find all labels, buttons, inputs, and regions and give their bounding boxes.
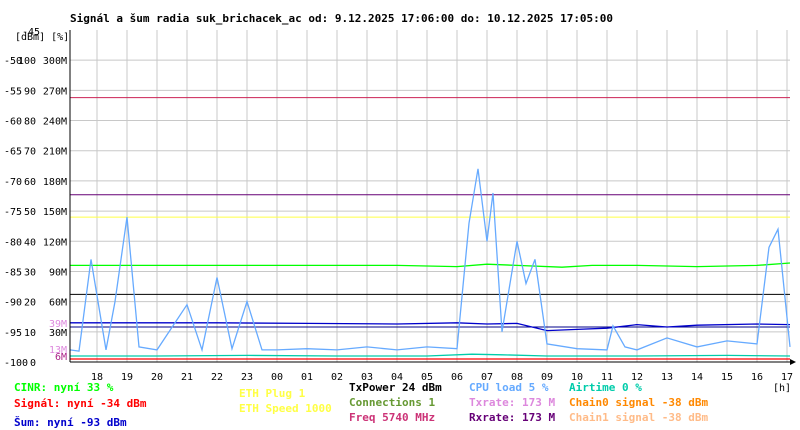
x-tick-label: 11 [601,372,613,383]
x-tick-label: 15 [721,372,733,383]
x-tick-label: 19 [121,372,133,383]
legend-connections: Connections 1 [349,396,436,409]
y-tick-rate: 150M [43,207,67,218]
x-tick-label: 13 [661,372,673,383]
y-tick-rate: 210M [43,147,67,158]
y-tick-pct: 90 [24,86,36,97]
y-tick-pct: 100 [18,56,36,67]
x-tick-label: 04 [391,372,403,383]
x-tick-label: 03 [361,372,373,383]
x-tick-label: 07 [481,372,493,383]
legend-freq: Freq 5740 MHz [349,411,436,424]
x-tick-label: 22 [211,372,223,383]
y-tick-rate: 270M [43,86,67,97]
x-tick-label: 05 [421,372,433,383]
y-tick-dbm: -95 [4,328,22,339]
corner-label: -45 [22,27,40,38]
legend-chain1: Chain1 signal -38 dBm [569,411,709,424]
y-tick-dbm: -55 [4,86,22,97]
x-tick-label: 21 [181,372,193,383]
y-tick-rate: 60M [49,298,67,309]
y-tick-dbm: -65 [4,147,22,158]
legend-txrate: Txrate: 173 M [469,396,556,409]
x-tick-label: 06 [451,372,463,383]
y-tick-dbm: -80 [4,237,22,248]
y-tick-rate: 30M [49,328,67,339]
y-tick-rate: 90M [49,267,67,278]
legend-rxrate: Rxrate: 173 M [469,411,556,424]
y-tick-dbm: -75 [4,207,22,218]
y-tick-pct: 30 [24,267,36,278]
legend-txpower: TxPower 24 dBm [349,381,442,394]
y-tick-pct: 0 [30,358,36,369]
series-cinr [70,262,791,268]
rate-marker-label: 39M [49,319,67,330]
y-tick-dbm: -100 [4,358,28,369]
y-tick-pct: 80 [24,117,36,128]
y-tick-pct: 60 [24,177,36,188]
x-tick-label: 02 [331,372,343,383]
y-tick-rate: 240M [43,117,67,128]
axes [69,30,796,365]
y-tick-rate: 180M [43,177,67,188]
y-tick-dbm: -50 [4,56,22,67]
y-tick-dbm: -85 [4,267,22,278]
x-tick-label: 14 [691,372,703,383]
rate-marker-label: 6M [55,352,67,363]
series-airtime [70,353,791,357]
x-tick-label: 09 [541,372,553,383]
y-tick-pct: 50 [24,207,36,218]
x-tick-label: 16 [751,372,763,383]
x-tick-label: 00 [271,372,283,383]
series-lines [69,168,791,360]
y-tick-rate: 120M [43,237,67,248]
legend-eth-speed: ETH Speed 1000 [239,402,332,415]
y-tick-pct: 10 [24,328,36,339]
x-tick-label: 20 [151,372,163,383]
rate-marker-label: 13M [49,345,67,356]
y-tick-dbm: -60 [4,117,22,128]
x-tick-label: 10 [571,372,583,383]
y-tick-pct: 20 [24,298,36,309]
y-units-label: [dBm] [%] [15,32,69,43]
x-tick-label: 08 [511,372,523,383]
chart-title: Signál a šum radia suk_brichacek_ac od: … [70,12,613,25]
y-tick-pct: 70 [24,147,36,158]
legend-signal: Signál: nyní -34 dBm [14,397,147,410]
x-tick-label: 12 [631,372,643,383]
x-tick-label: 17 [781,372,793,383]
x-tick-label: 01 [301,372,313,383]
x-units-label: [h] [773,383,791,394]
reference-lines [70,97,790,328]
x-axis-labels: 18 19 20 21 22 23 00 01 02 03 04 05 06 07 08 09 10 11 12 13… [91,372,793,383]
x-tick-label: 18 [91,372,103,383]
y-tick-rate: 300M [43,56,67,67]
legend-cinr: CINR: nyní 33 % [14,381,114,394]
y-tick-dbm: -90 [4,298,22,309]
y-tick-dbm: -70 [4,177,22,188]
y-tick-pct: 40 [24,237,36,248]
legend-cpu-load: CPU load 5 % [469,381,549,394]
series--um [70,322,791,332]
series-cpu-load [69,168,791,353]
x-axis-arrow [790,359,796,365]
x-tick-label: 23 [241,372,253,383]
grid [70,30,790,363]
legend-airtime: Airtime 0 % [569,381,642,394]
legend-chain0: Chain0 signal -38 dBm [569,396,709,409]
legend-sum: Šum: nyní -93 dBm [14,416,127,429]
legend-eth-plug: ETH Plug 1 [239,387,306,400]
